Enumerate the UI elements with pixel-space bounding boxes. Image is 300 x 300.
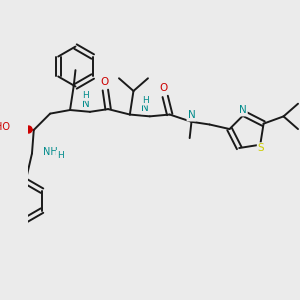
Text: H: H: [57, 151, 63, 160]
Text: N: N: [82, 99, 89, 109]
Text: O: O: [100, 77, 109, 87]
Text: N: N: [239, 105, 247, 115]
Text: N: N: [188, 110, 195, 120]
Text: H: H: [82, 91, 89, 100]
Text: HO: HO: [0, 122, 11, 132]
Text: H: H: [142, 95, 148, 104]
Text: NH: NH: [43, 147, 58, 157]
Text: S: S: [258, 143, 265, 153]
Text: O: O: [159, 83, 167, 93]
Text: N: N: [141, 103, 149, 113]
